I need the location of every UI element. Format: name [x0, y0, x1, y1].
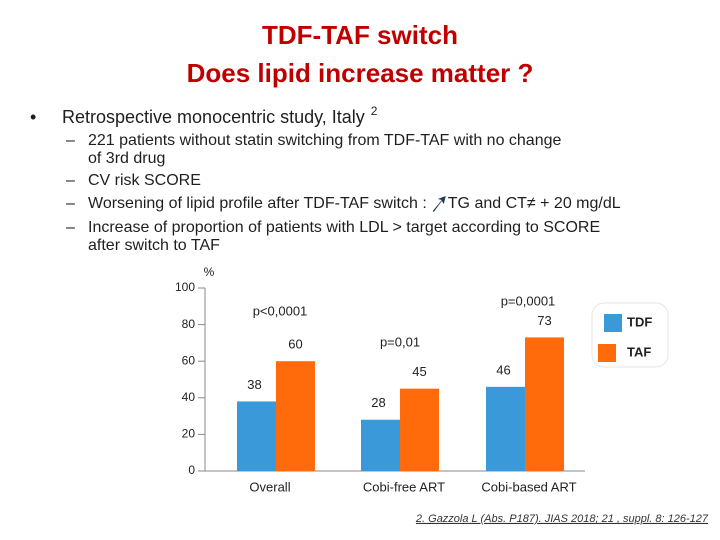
y-tick-label: 100 — [175, 280, 195, 294]
x-tick-label: Overall — [249, 479, 290, 494]
sub-bullet-text: Increase of proportion of patients with … — [88, 219, 600, 236]
up-arrow-icon — [432, 196, 446, 212]
sub-bullet-text: Worsening of lipid profile after TDF-TAF… — [88, 195, 427, 212]
sub-bullet-dash: – — [66, 219, 75, 236]
sub-bullet-text: 221 patients without statin switching fr… — [88, 132, 562, 149]
value-label: 45 — [412, 364, 426, 379]
sub-bullet-dash: – — [66, 195, 75, 212]
bar — [400, 388, 439, 471]
value-label: 60 — [288, 337, 302, 352]
sub-bullet-dash: – — [66, 132, 75, 149]
p-value: p<0,0001 — [253, 303, 308, 318]
bullet-text: Retrospective monocentric study, Italy 2 — [62, 104, 378, 127]
y-axis-label: % — [204, 265, 215, 279]
legend-label: TAF — [627, 344, 651, 359]
y-tick-label: 80 — [182, 317, 196, 331]
sub-bullet-text: of 3rd drug — [88, 150, 165, 167]
legend-label: TDF — [627, 314, 652, 329]
bar — [486, 386, 525, 471]
bullet-dot: • — [30, 107, 36, 127]
y-tick-label: 0 — [188, 463, 195, 477]
sub-bullet-text: CV risk SCORE — [88, 172, 201, 189]
y-tick-label: 20 — [182, 427, 196, 441]
x-tick-label: Cobi-free ART — [363, 479, 445, 494]
sub-bullet-text: TG and CT≠ + 20 mg/dL — [448, 195, 621, 212]
bar — [237, 401, 276, 471]
p-value: p=0,01 — [380, 334, 420, 349]
sub-bullets: –221 patients without statin switching f… — [66, 132, 621, 254]
sub-bullet-dash: – — [66, 172, 75, 189]
y-tick-label: 40 — [182, 390, 196, 404]
bullet-main: Retrospective monocentric study, Italy — [62, 107, 365, 127]
bar — [525, 337, 564, 471]
legend-swatch — [604, 314, 622, 332]
bar — [276, 361, 315, 471]
citation: 2. Gazzola L (Abs. P187). JIAS 2018; 21 … — [415, 513, 709, 525]
chart: % 0 20 40 60 80 100 Overall 38 60 Cobi-free ART 28 4… — [175, 265, 669, 494]
value-label: 28 — [371, 395, 385, 410]
bullet-ref: 2 — [371, 104, 378, 118]
subtitle: Does lipid increase matter ? — [187, 58, 534, 88]
bar — [361, 419, 400, 471]
value-label: 46 — [496, 362, 510, 377]
value-label: 73 — [537, 313, 551, 328]
legend-swatch — [598, 344, 616, 362]
title: TDF-TAF switch — [262, 20, 458, 50]
value-label: 38 — [247, 377, 261, 392]
x-tick-label: Cobi-based ART — [481, 479, 576, 494]
p-value: p=0,0001 — [501, 293, 556, 308]
y-tick-label: 60 — [182, 353, 196, 367]
sub-bullet-text: after switch to TAF — [88, 237, 220, 254]
